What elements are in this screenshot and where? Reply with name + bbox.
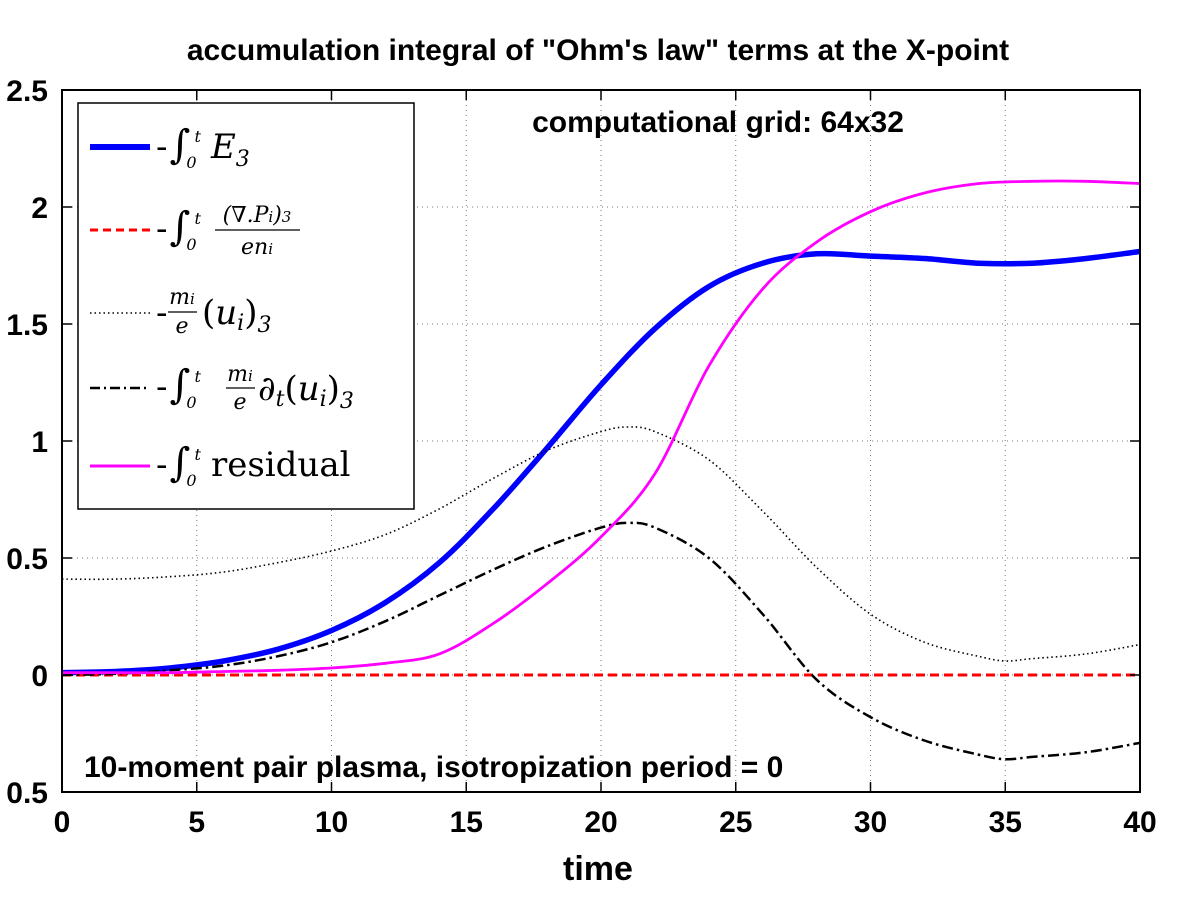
legend-label-e3: -∫0t E3 (156, 122, 250, 172)
y-tick-label: 0.5 (6, 543, 48, 576)
y-tick-label: 2 (31, 192, 48, 225)
y-tick-label: 0 (31, 660, 48, 693)
legend-dtui-num: mi (227, 362, 253, 387)
tick-labels: 0 5 10 15 20 25 30 35 400.500.511.522.5 (6, 75, 1156, 839)
legend-label-divp: -∫0t (156, 204, 202, 254)
x-tick-label: 5 (188, 806, 205, 839)
x-axis-label: time (563, 850, 633, 888)
legend-label-ui-minus: - (156, 293, 168, 333)
legend-ui-num: mi (169, 285, 195, 310)
series-layer (61, 179, 1141, 761)
x-tick-label: 35 (989, 806, 1022, 839)
legend-frac-den: eni (241, 235, 273, 260)
legend-dtui-den: e (233, 390, 246, 415)
chart-title: accumulation integral of "Ohm's law" ter… (187, 34, 1009, 67)
series-e3 (61, 248, 1141, 676)
x-tick-label: 0 (54, 806, 71, 839)
legend-ui-den: e (175, 314, 188, 339)
x-tick-label: 10 (315, 806, 348, 839)
x-tick-label: 25 (719, 806, 752, 839)
x-tick-label: 15 (450, 806, 483, 839)
y-tick-label: 1 (31, 426, 48, 459)
legend: -∫0t E3 -∫0t (∇.Pi)3 eni - mi e (ui)3 -∫0… (77, 102, 415, 510)
y-tick-label: 2.5 (6, 75, 48, 108)
legend-frac-num: (∇.Pi)3 (223, 203, 292, 228)
series-residual (62, 179, 1141, 675)
legend-label-dtui: -∫0t (156, 362, 202, 412)
legend-label-residual: -∫0t residual (156, 440, 350, 490)
annotation-grid: computational grid: 64x32 (532, 106, 904, 139)
x-tick-label: 40 (1123, 806, 1156, 839)
y-tick-label: 0.5 (6, 777, 48, 810)
y-tick-label: 1.5 (6, 309, 48, 342)
legend-label-ui: (ui)3 (202, 293, 271, 338)
annotation-plasma: 10-moment pair plasma, isotropization pe… (84, 751, 783, 784)
series-dtui (61, 521, 1141, 761)
legend-dtui-rest: ∂t(ui)3 (258, 369, 354, 414)
x-tick-label: 30 (854, 806, 887, 839)
tick-marks (61, 89, 1141, 793)
x-tick-label: 20 (584, 806, 617, 839)
legend-box (77, 102, 415, 510)
